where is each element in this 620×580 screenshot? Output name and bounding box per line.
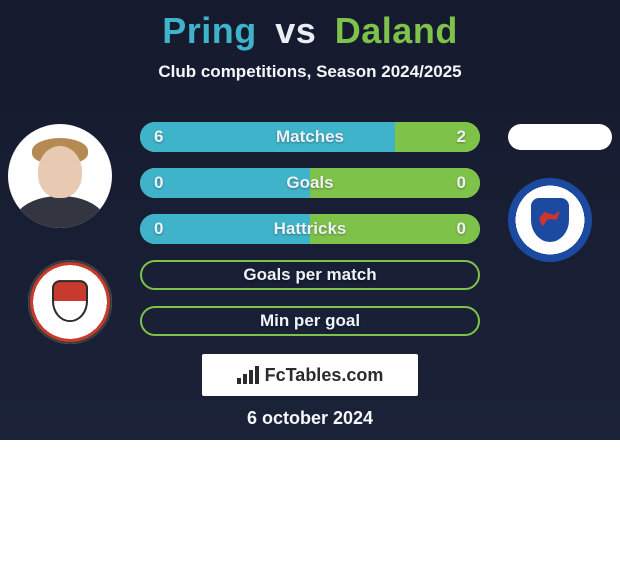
stat-row: 00Goals: [140, 168, 480, 198]
stat-bars: 62Matches 00Goals 00Hattricks Goals per mat…: [140, 122, 480, 352]
watermark-text: FcTables.com: [265, 365, 384, 386]
player1-avatar: [8, 124, 112, 228]
bar-chart-icon: [237, 366, 259, 384]
stat-row: 00Hattricks: [140, 214, 480, 244]
bar-chart-icon-bar: [237, 378, 241, 384]
stat-label: Goals per match: [140, 260, 480, 290]
player2-club-crest: [508, 178, 592, 262]
player1-name: Pring: [162, 10, 257, 51]
stat-label: Min per goal: [140, 306, 480, 336]
avatar-shoulders: [15, 196, 105, 228]
player1-club-crest: [28, 260, 112, 344]
vs-label: vs: [275, 10, 316, 51]
bar-chart-icon-bar: [249, 370, 253, 384]
stat-row: Min per goal: [140, 306, 480, 336]
stat-label: Hattricks: [140, 214, 480, 244]
bar-chart-icon-bar: [243, 374, 247, 384]
bar-chart-icon-bar: [255, 366, 259, 384]
avatar-head: [38, 146, 82, 198]
player2-name: Daland: [335, 10, 458, 51]
player2-avatar: [508, 124, 612, 150]
page-title: Pring vs Daland: [0, 0, 620, 52]
subtitle: Club competitions, Season 2024/2025: [0, 62, 620, 82]
date-label: 6 october 2024: [0, 408, 620, 429]
stat-label: Matches: [140, 122, 480, 152]
stat-row: Goals per match: [140, 260, 480, 290]
stat-row: 62Matches: [140, 122, 480, 152]
watermark: FcTables.com: [202, 354, 418, 396]
stat-label: Goals: [140, 168, 480, 198]
comparison-card: Pring vs Daland Club competitions, Seaso…: [0, 0, 620, 440]
